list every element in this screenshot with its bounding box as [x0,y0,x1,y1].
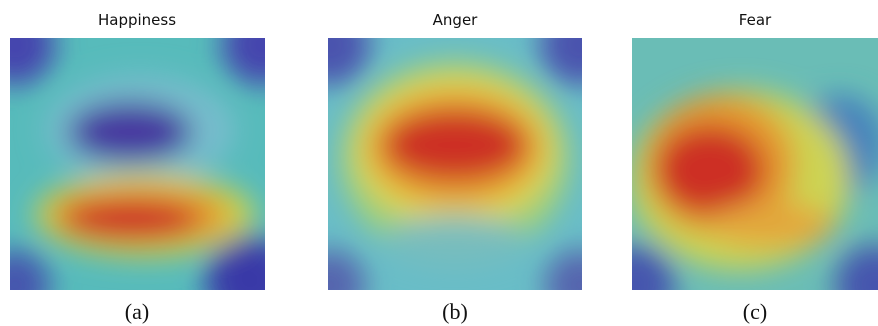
panel-caption: (b) [442,299,468,324]
panel-title: Anger [433,11,479,29]
page: Happiness Anger Fear (a) (b) (c) (() => … [0,0,878,326]
panel-caption: (c) [743,299,767,324]
heatmap-image [595,38,878,325]
panel-caption: (a) [125,299,149,324]
figure: Happiness Anger Fear (a) (b) (c) [0,0,878,326]
panel-title: Happiness [98,11,176,29]
heatmap-image [290,5,620,320]
panel-title: Fear [739,11,772,29]
heatmap-image [0,5,302,325]
